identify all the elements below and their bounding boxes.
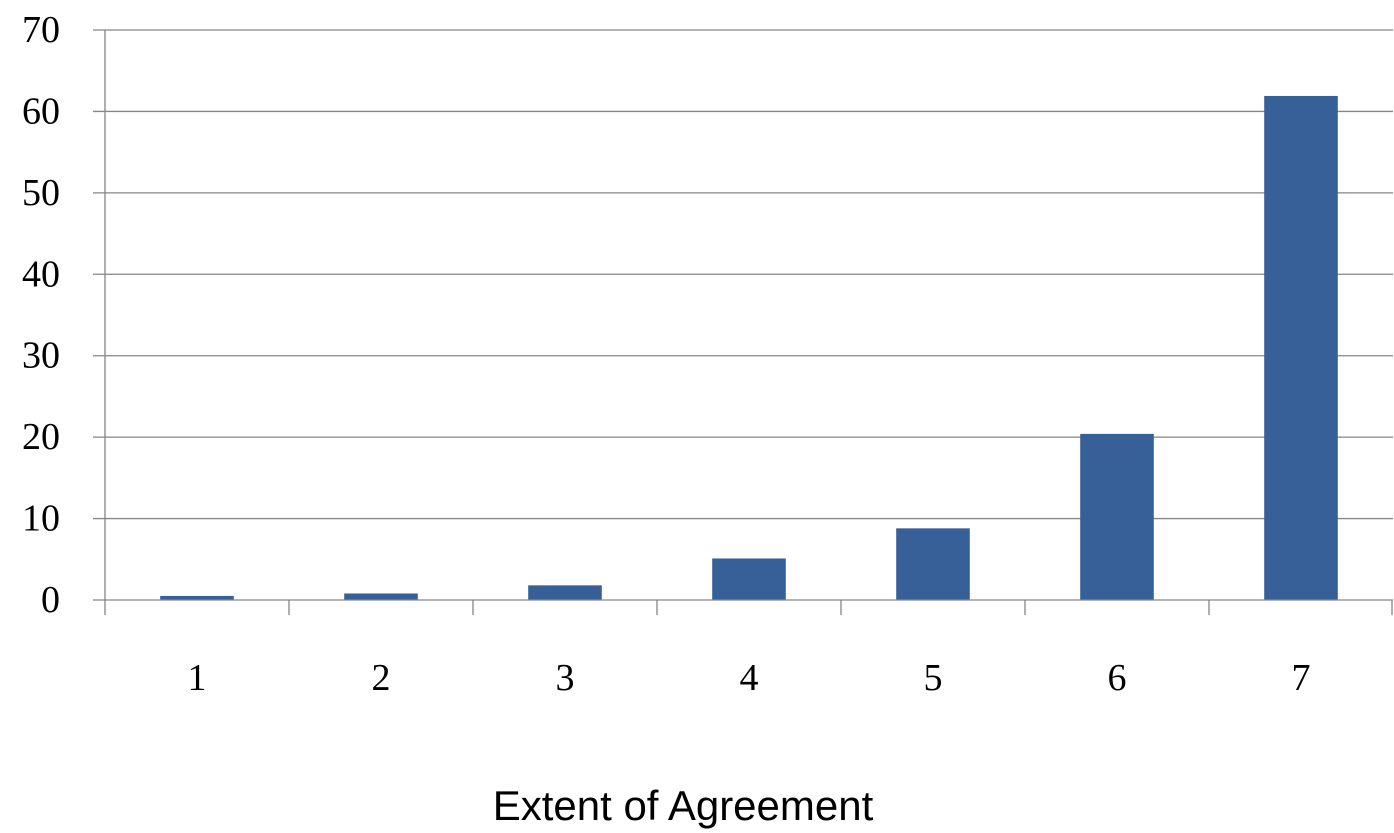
y-tick-label: 50 <box>22 172 60 214</box>
x-tick-label: 4 <box>740 657 759 699</box>
x-tick-label: 1 <box>188 657 207 699</box>
y-tick-labels: 0 10 20 30 40 50 60 70 <box>22 9 60 621</box>
gridlines <box>93 29 1393 520</box>
bar-3 <box>528 585 602 600</box>
bar-6 <box>1080 433 1154 600</box>
x-tick-label: 7 <box>1292 657 1311 699</box>
x-tick-label: 2 <box>372 657 391 699</box>
bar-7 <box>1264 95 1338 600</box>
y-tick-label: 20 <box>22 416 60 458</box>
x-tick-label: 6 <box>1108 657 1127 699</box>
bars <box>160 95 1338 600</box>
bar-1 <box>160 595 234 600</box>
y-tick-label: 30 <box>22 335 60 377</box>
bar-5 <box>896 528 970 600</box>
axes <box>93 30 1393 615</box>
y-tick-label: 60 <box>22 90 60 132</box>
x-tick-label: 3 <box>556 657 575 699</box>
y-tick-label: 10 <box>22 498 60 540</box>
x-axis-title: Extent of Agreement <box>493 782 874 829</box>
bar-2 <box>344 593 418 600</box>
y-tick-label: 70 <box>22 9 60 51</box>
bar-4 <box>712 558 786 600</box>
x-tick-label: 5 <box>924 657 943 699</box>
x-tick-labels: 1 2 3 4 5 6 7 <box>188 657 1311 699</box>
y-tick-label: 40 <box>22 253 60 295</box>
y-tick-label: 0 <box>41 579 60 621</box>
